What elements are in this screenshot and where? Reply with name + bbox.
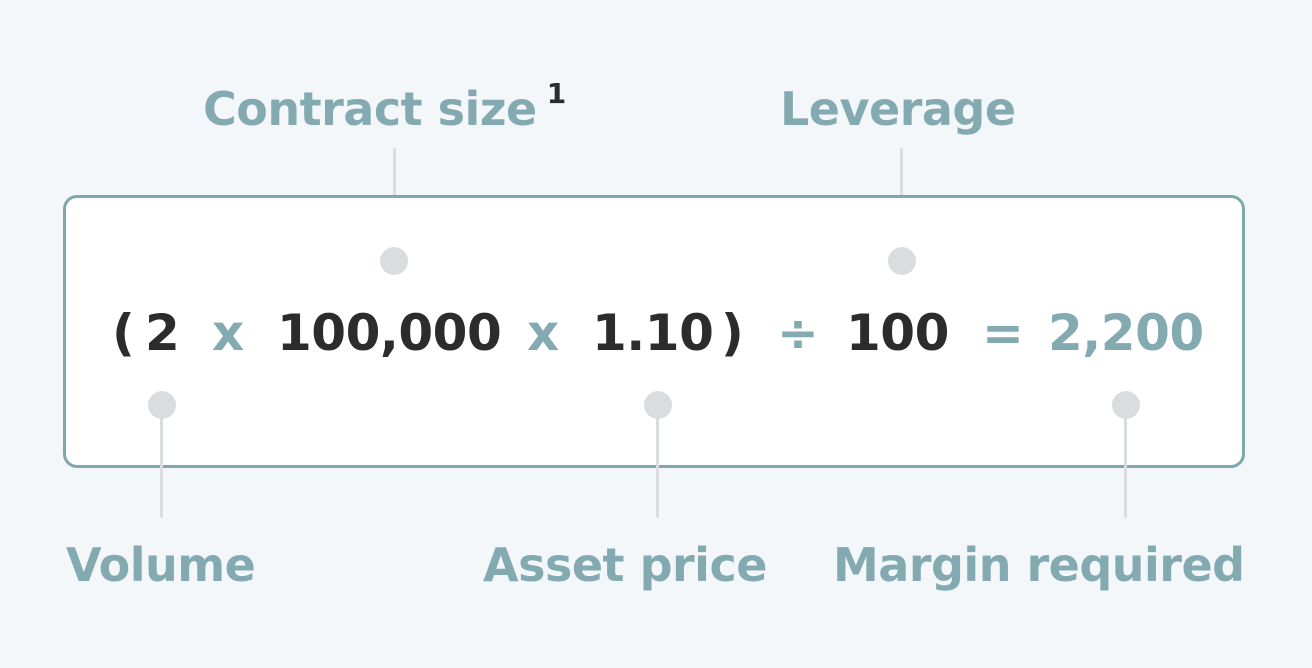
label-volume: Volume — [66, 538, 256, 592]
formula-asset-price: 1.10 — [592, 304, 714, 362]
equals-sign: = — [982, 304, 1024, 362]
multiply-sign-1: x — [212, 304, 244, 362]
connector-dot-leverage — [888, 247, 916, 275]
close-paren: ) — [721, 304, 744, 362]
formula-contract-size: 100,000 — [277, 304, 502, 362]
connector-dot-asset-price — [644, 391, 672, 419]
label-leverage: Leverage — [780, 82, 1016, 136]
connector-dot-volume — [148, 391, 176, 419]
open-paren: ( — [112, 304, 135, 362]
connector-dot-margin-required — [1112, 391, 1140, 419]
divide-sign: ÷ — [777, 304, 819, 362]
footnote-marker: 1 — [546, 77, 566, 110]
connector-line-margin-required — [1124, 418, 1127, 518]
label-contract-size-text: Contract size — [203, 82, 537, 136]
connector-line-volume — [160, 418, 163, 518]
label-asset-price: Asset price — [483, 538, 767, 592]
formula-volume: 2 — [145, 304, 180, 362]
formula-box — [63, 195, 1245, 468]
label-margin-required: Margin required — [833, 538, 1245, 592]
formula-leverage: 100 — [846, 304, 949, 362]
multiply-sign-2: x — [527, 304, 559, 362]
connector-line-asset-price — [656, 418, 659, 518]
connector-dot-contract-size — [380, 247, 408, 275]
label-contract-size: Contract size 1 — [203, 80, 566, 133]
formula-margin-required: 2,200 — [1048, 304, 1204, 362]
